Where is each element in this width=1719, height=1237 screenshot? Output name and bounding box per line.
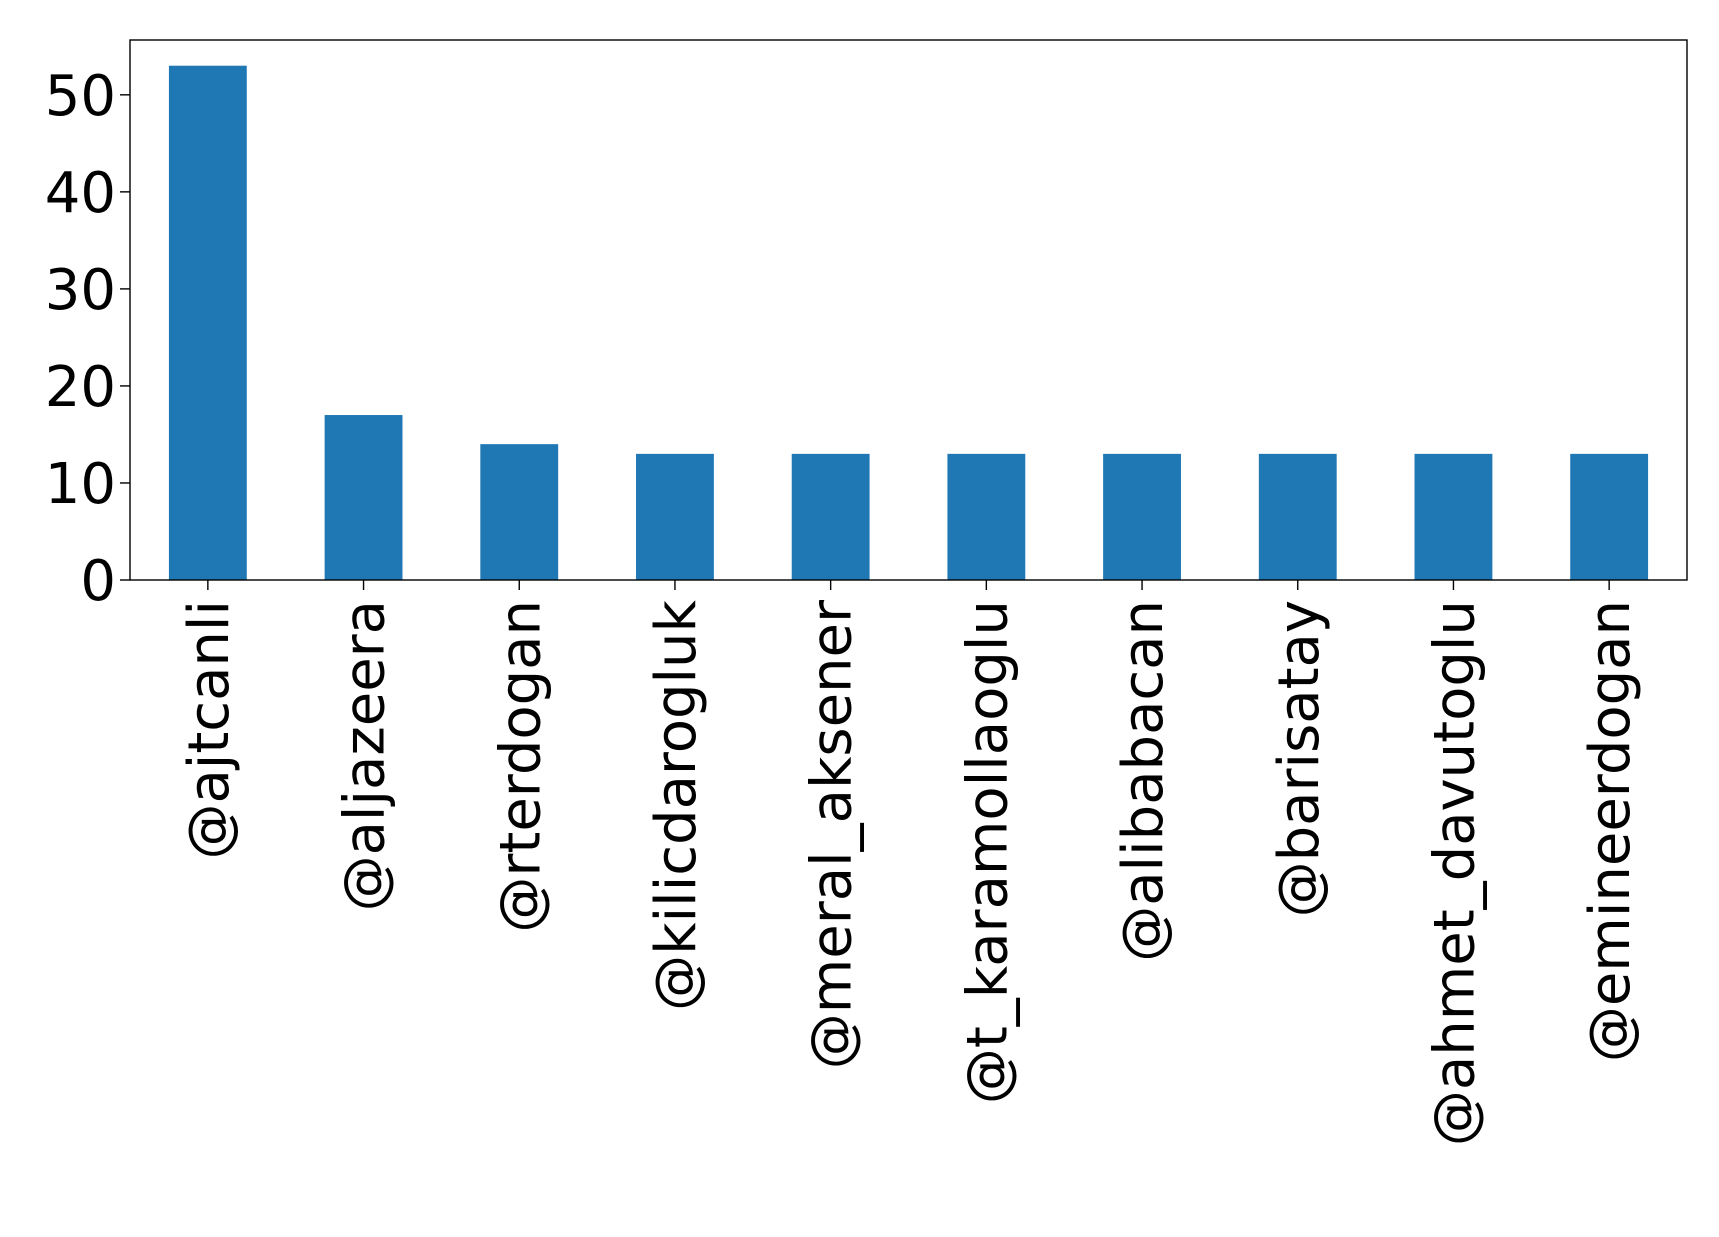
- bar-rterdogan: [480, 444, 559, 580]
- x-tick-label: @t_karamollaoglu: [955, 600, 1020, 1104]
- bar-ajtcanli: [168, 65, 247, 580]
- bar-t-karamollaoglu: [947, 453, 1026, 580]
- x-tick-label: @barisatay: [1267, 600, 1332, 917]
- x-tick-label: @ahmet_davutoglu: [1422, 600, 1487, 1146]
- y-axis: 0 10 20 30 40 50: [45, 64, 130, 614]
- bar-meral-aksener: [791, 453, 870, 580]
- y-tick-label: 10: [45, 452, 116, 517]
- y-tick-label: 0: [80, 549, 116, 614]
- plot-frame: [129, 39, 1688, 581]
- x-axis: @ajtcanli @aljazeera @rterdogan @kilicdarog…: [177, 580, 1643, 1146]
- y-tick-label: 30: [45, 258, 116, 323]
- bar-ahmet-davutoglu: [1414, 453, 1493, 580]
- bars-group: [168, 65, 1649, 580]
- x-tick-label: @emineerdogan: [1578, 600, 1643, 1062]
- bar-kilicdarogluk: [636, 453, 714, 580]
- x-tick-label: @rterdogan: [488, 600, 553, 933]
- bar-aljazeera: [324, 415, 403, 580]
- bar-emineerdogan: [1570, 453, 1649, 580]
- x-tick-label: @meral_aksener: [800, 599, 865, 1069]
- x-tick-label: @kilicdarogluk: [644, 599, 709, 1010]
- x-tick-label: @ajtcanli: [177, 600, 242, 860]
- x-tick-label: @alibabacan: [1111, 600, 1176, 962]
- x-tick-label: @aljazeera: [333, 600, 398, 911]
- y-tick-label: 40: [45, 161, 116, 226]
- y-tick-label: 50: [45, 64, 116, 129]
- bar-alibabacan: [1103, 453, 1181, 580]
- y-tick-label: 20: [45, 355, 116, 420]
- bar-barisatay: [1258, 453, 1337, 580]
